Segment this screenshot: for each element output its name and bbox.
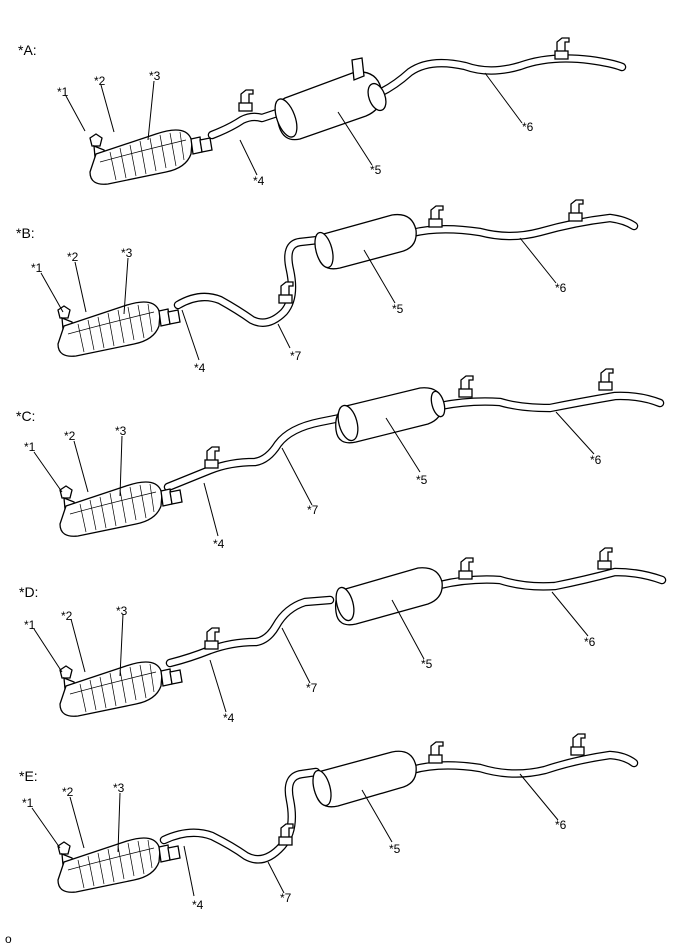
part-label-4-b: *4 xyxy=(194,361,206,375)
part-label-7-d: *7 xyxy=(306,681,318,695)
leader-lines-a xyxy=(65,72,523,176)
part-label-5-a: *5 xyxy=(370,163,382,177)
part-label-3-a: *3 xyxy=(149,69,161,83)
muffler-d xyxy=(334,567,443,626)
part-label-2-d: *2 xyxy=(61,609,73,623)
variant-b: *B: *1 *2 *3 *4 *7 *5 *6 xyxy=(16,199,639,375)
part-label-3-e: *3 xyxy=(113,781,125,795)
part-label-3-c: *3 xyxy=(115,424,127,438)
leader-lines-e xyxy=(31,773,559,897)
variant-e-tag: *E: xyxy=(19,768,38,784)
part-label-2-b: *2 xyxy=(67,250,79,264)
rear-hanger-c1 xyxy=(458,375,474,398)
leader-lines-c xyxy=(33,411,595,537)
part-label-4-c: *4 xyxy=(213,537,225,551)
catalytic-converter-c xyxy=(59,481,183,537)
catalytic-converter-a xyxy=(89,129,213,185)
figure-footer-code: o xyxy=(5,932,12,946)
part-label-7-b: *7 xyxy=(290,349,302,363)
variant-e: *E: *1 *2 *3 *4 *7 *5 *6 xyxy=(19,733,639,912)
variant-c: *C: *1 *2 *3 *4 *7 *5 *6 xyxy=(16,368,665,551)
rear-hanger-e1 xyxy=(428,741,444,764)
variant-a: *A: *1 *2 *3 *4 *5 *6 xyxy=(18,37,627,188)
part-label-5-b: *5 xyxy=(392,302,404,316)
part-label-4-d: *4 xyxy=(223,711,235,725)
part-label-5-d: *5 xyxy=(421,657,433,671)
part-label-7-c: *7 xyxy=(307,503,319,517)
part-label-4-e: *4 xyxy=(192,898,204,912)
part-label-5-e: *5 xyxy=(389,842,401,856)
variant-d-tag: *D: xyxy=(19,584,38,600)
part-label-3-b: *3 xyxy=(121,246,133,260)
catalytic-converter-e xyxy=(57,837,181,893)
part-label-1-e: *1 xyxy=(22,796,34,810)
rear-hanger-a xyxy=(554,37,570,60)
exhaust-pipe-e xyxy=(159,750,639,864)
rear-hanger-b2 xyxy=(568,199,584,222)
rear-hanger-d2 xyxy=(597,547,613,570)
exhaust-pipe-b xyxy=(173,213,639,327)
part-label-2-e: *2 xyxy=(62,785,74,799)
muffler-a xyxy=(274,57,387,141)
catalytic-converter-b xyxy=(57,301,181,357)
variant-d: *D: *1 *2 *3 *4 *7 *5 *6 xyxy=(19,547,667,725)
variant-a-tag: *A: xyxy=(18,42,37,58)
front-hanger-c xyxy=(204,446,220,469)
part-label-2-c: *2 xyxy=(64,429,76,443)
part-label-2-a: *2 xyxy=(94,74,106,88)
part-label-7-e: *7 xyxy=(280,891,292,905)
part-label-6-b: *6 xyxy=(555,281,567,295)
rear-hanger-e2 xyxy=(570,733,586,756)
part-label-5-c: *5 xyxy=(416,473,428,487)
front-hanger-d xyxy=(204,627,220,650)
rear-hanger-b1 xyxy=(428,205,444,228)
part-label-1-b: *1 xyxy=(31,261,43,275)
catalytic-converter-d xyxy=(59,661,183,717)
part-label-3-d: *3 xyxy=(116,604,128,618)
leader-lines-b xyxy=(40,237,557,361)
rear-hanger-d1 xyxy=(458,557,474,580)
muffler-e xyxy=(312,750,417,808)
rear-hanger-c2 xyxy=(598,368,614,391)
part-label-1-a: *1 xyxy=(57,85,69,99)
part-label-4-a: *4 xyxy=(253,174,265,188)
part-label-1-d: *1 xyxy=(24,618,36,632)
muffler-b xyxy=(314,213,417,270)
variant-c-tag: *C: xyxy=(16,408,35,424)
part-label-6-d: *6 xyxy=(584,635,596,649)
exhaust-pipe-a xyxy=(207,54,627,140)
part-label-1-c: *1 xyxy=(24,440,36,454)
exhaust-pipe-c xyxy=(163,391,665,492)
part-label-6-e: *6 xyxy=(555,818,567,832)
muffler-c xyxy=(335,387,446,444)
front-hanger-a xyxy=(238,89,254,112)
part-label-6-a: *6 xyxy=(522,120,534,134)
exhaust-pipe-d xyxy=(165,567,667,668)
variant-b-tag: *B: xyxy=(16,225,35,241)
leader-lines-d xyxy=(33,591,589,713)
part-label-6-c: *6 xyxy=(590,453,602,467)
